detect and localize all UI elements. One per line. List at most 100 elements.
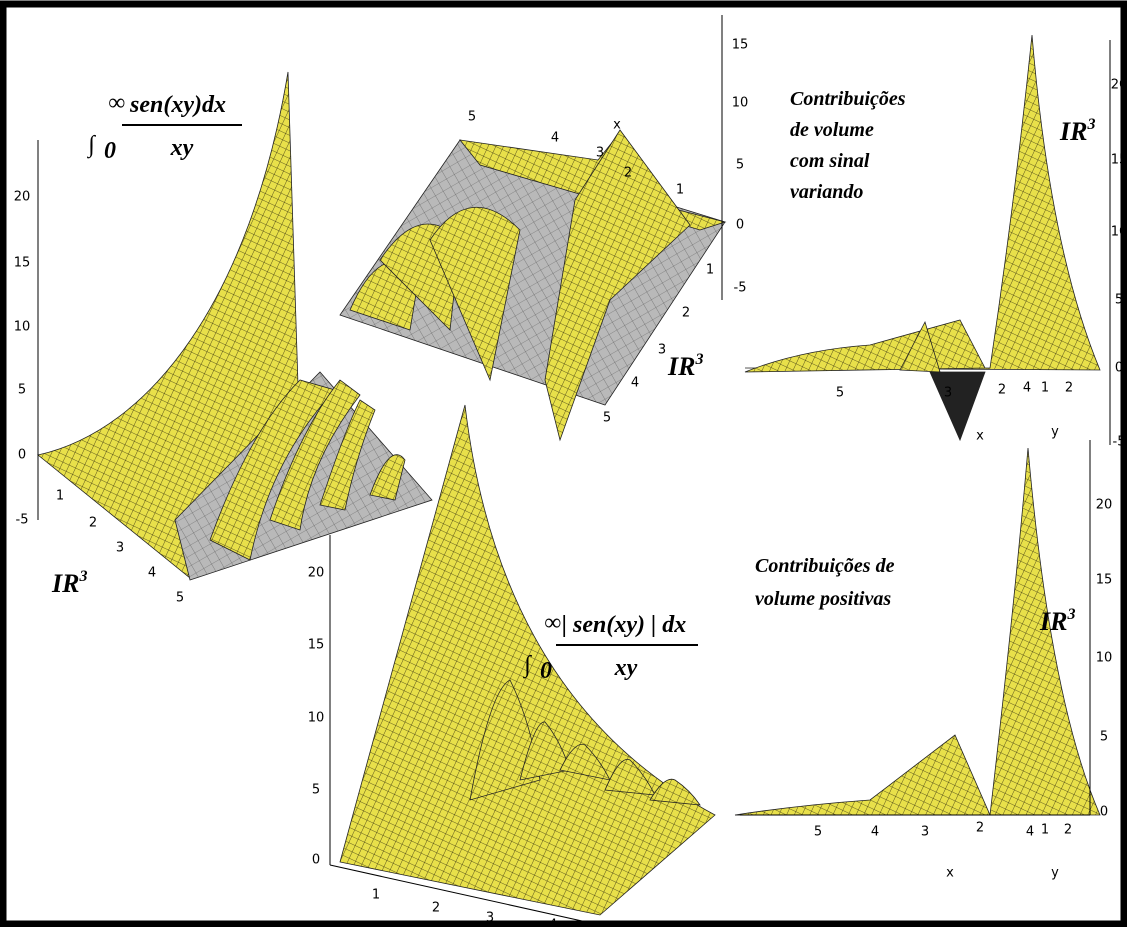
tick-label: 4 — [1023, 381, 1031, 396]
tick-label: 4 — [631, 376, 639, 391]
tick-labels: 1 2 3 4 5 — [56, 489, 184, 606]
tick-label: 4 — [1026, 825, 1034, 840]
tick-label: 1 — [706, 263, 714, 278]
caption-line: Contribuições de — [755, 555, 895, 577]
tick-labels: 20 15 10 5 0 — [1096, 498, 1113, 820]
tick-label: 2 — [1064, 823, 1072, 838]
denominator: xy — [614, 655, 638, 681]
tick-label: 3 — [116, 541, 124, 556]
tick-label: 5 — [603, 411, 611, 426]
tick-label: 0 — [736, 218, 744, 233]
lower-limit: 0 — [540, 658, 552, 684]
tick-label: 5 — [1115, 293, 1123, 308]
surface-e — [734, 447, 1101, 816]
tick-labels: 20 15 10 5 0 — [308, 566, 325, 868]
tick-label: 15 — [14, 256, 31, 271]
space-label: IR3 — [1039, 606, 1075, 636]
tick-label: 20 — [1096, 498, 1113, 513]
tick-label: 0 — [312, 853, 320, 868]
tick-label: 10 — [308, 711, 325, 726]
tick-label: 2 — [624, 166, 632, 181]
upper-limit: ∞ — [108, 90, 125, 116]
tick-label: 5 — [836, 386, 844, 401]
space-label-base: IR — [1039, 607, 1067, 636]
space-label: IR3 — [1059, 116, 1095, 146]
axis-label: y — [1051, 866, 1059, 881]
formula-a: ∫ ∞ 0 sen(xy)dx xy — [86, 90, 242, 164]
tick-label: 2 — [976, 821, 984, 836]
caption-line: variando — [790, 181, 863, 203]
space-label-sup: 3 — [694, 351, 703, 368]
surface-d — [339, 404, 716, 916]
tick-label: 2 — [998, 383, 1006, 398]
integral-sign: ∫ — [86, 132, 96, 159]
upper-limit: ∞ — [544, 610, 561, 636]
surface-b — [339, 129, 727, 442]
tick-label: 2 — [89, 516, 97, 531]
tick-label: 0 — [1100, 805, 1108, 820]
tick-label: 2 — [1065, 381, 1073, 396]
caption-line: Contribuições — [790, 88, 906, 110]
tick-label: 5 — [1100, 730, 1108, 745]
tick-label: -5 — [734, 281, 747, 296]
tick-labels: 5 4 3 2 — [814, 821, 984, 840]
tick-label: 4 — [871, 825, 879, 840]
tick-label: 4 — [551, 131, 559, 146]
tick-labels: 5 4 3 2 1 — [468, 110, 684, 198]
tick-label: 1 — [1041, 381, 1049, 396]
tick-label: 20 — [308, 566, 325, 581]
tick-label: 10 — [1096, 651, 1113, 666]
tick-label: 15 — [308, 638, 325, 653]
tick-labels: 5 3 2 — [836, 383, 1006, 401]
tick-label: 15 — [1096, 573, 1113, 588]
tick-label: 15 — [732, 38, 749, 53]
tick-label: 1 — [1041, 823, 1049, 838]
formula-d: ∫ ∞ 0 | sen(xy) | dx xy — [522, 610, 698, 684]
tick-label: 4 — [549, 918, 557, 927]
tick-labels: 1 2 3 4 — [372, 888, 557, 927]
tick-label: 2 — [682, 306, 690, 321]
axes — [37, 15, 1111, 926]
tick-label: 20 — [14, 190, 31, 205]
tick-label: 3 — [944, 386, 952, 401]
tick-label: 5 — [312, 783, 320, 798]
tick-label: 0 — [1115, 361, 1123, 376]
tick-label: -5 — [16, 513, 29, 528]
surface-c — [744, 34, 1101, 442]
space-label: IR3 — [51, 568, 87, 598]
tick-label: 5 — [18, 383, 26, 398]
tick-label: 3 — [658, 343, 666, 358]
tick-label: 5 — [814, 825, 822, 840]
tick-label: 5 — [176, 591, 184, 606]
space-label: IR3 — [667, 351, 703, 381]
tick-label: 20 — [1111, 78, 1127, 93]
tick-label: 1 — [372, 888, 380, 903]
tick-label: 10 — [1111, 225, 1127, 240]
tick-label: 1 — [676, 183, 684, 198]
tick-label: 5 — [736, 158, 744, 173]
axis-label: x — [946, 866, 954, 881]
tick-label: 0 — [18, 448, 26, 463]
tick-label: 5 — [468, 110, 476, 125]
tick-label: 15 — [1111, 153, 1127, 168]
axis-label: x — [613, 118, 621, 133]
numerator: | sen(xy) | dx — [562, 612, 687, 638]
tick-label: 3 — [596, 146, 604, 161]
space-label-sup: 3 — [78, 568, 87, 585]
tick-label: 2 — [432, 901, 440, 916]
tick-label: 1 — [56, 489, 64, 504]
tick-labels: 20 15 10 5 0 -5 — [1111, 78, 1127, 450]
tick-label: 4 — [148, 566, 156, 581]
integral-sign: ∫ — [522, 652, 532, 679]
tick-labels: 20 15 10 5 0 -5 — [14, 190, 31, 528]
space-label-base: IR — [51, 569, 79, 598]
caption-line: com sinal — [790, 150, 870, 172]
lower-limit: 0 — [104, 138, 116, 164]
axis-label: x — [976, 429, 984, 444]
caption-line: volume positivas — [755, 588, 891, 610]
space-label-base: IR — [667, 352, 695, 381]
